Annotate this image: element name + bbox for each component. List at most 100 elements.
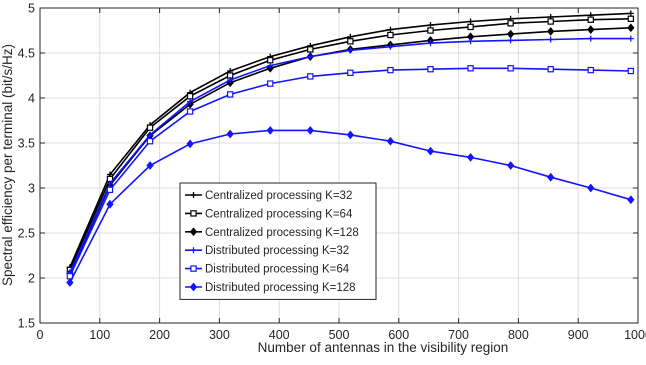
data-point bbox=[507, 37, 514, 44]
y-tick-label: 2 bbox=[28, 272, 35, 286]
data-point bbox=[427, 65, 434, 73]
x-tick-label: 200 bbox=[149, 328, 170, 342]
data-point bbox=[506, 161, 515, 170]
legend-marker bbox=[190, 247, 197, 254]
series-4 bbox=[66, 35, 634, 276]
data-point bbox=[226, 129, 234, 139]
legend-label: Distributed processing K=32 bbox=[205, 245, 349, 257]
y-tick-label: 5 bbox=[28, 2, 35, 16]
data-point bbox=[346, 130, 355, 140]
data-point bbox=[547, 27, 555, 36]
data-point bbox=[587, 16, 594, 23]
legend-entry: Distributed processing K=32 bbox=[185, 245, 349, 257]
legend-entry: Centralized processing K=64 bbox=[185, 208, 353, 220]
legend-label: Distributed processing K=64 bbox=[205, 264, 350, 276]
data-point bbox=[227, 77, 234, 83]
data-point bbox=[106, 180, 113, 187]
data-point bbox=[387, 26, 394, 33]
data-point bbox=[467, 18, 474, 25]
x-tick-label: 900 bbox=[568, 328, 589, 342]
data-point bbox=[507, 20, 514, 27]
legend-label: Centralized processing K=128 bbox=[205, 227, 359, 239]
y-tick-label: 4 bbox=[28, 92, 35, 106]
data-point bbox=[387, 66, 394, 74]
data-point bbox=[507, 65, 514, 72]
data-point bbox=[627, 23, 635, 33]
data-point bbox=[307, 73, 314, 80]
data-point bbox=[627, 35, 634, 42]
data-point bbox=[307, 46, 314, 53]
data-point bbox=[186, 92, 194, 100]
y-tick-label: 1.5 bbox=[18, 317, 35, 331]
series-5 bbox=[66, 65, 635, 280]
legend-box bbox=[179, 182, 377, 300]
data-point bbox=[587, 35, 594, 42]
legend-label: Centralized processing K=64 bbox=[205, 208, 353, 220]
data-point bbox=[547, 172, 555, 182]
data-point bbox=[147, 131, 154, 138]
data-point bbox=[267, 62, 274, 69]
legend-marker bbox=[190, 192, 197, 198]
x-tick-label: 800 bbox=[508, 328, 529, 342]
data-point bbox=[226, 91, 234, 98]
data-point bbox=[467, 38, 474, 45]
data-point bbox=[627, 195, 635, 205]
data-point bbox=[386, 136, 395, 146]
x-axis-label: Number of antennas in the visibility reg… bbox=[258, 340, 509, 355]
legend-entry: Distributed processing K=128 bbox=[185, 282, 356, 294]
data-point bbox=[347, 69, 354, 76]
data-point bbox=[466, 153, 475, 162]
data-point bbox=[427, 22, 434, 29]
legend-entry: Centralized processing K=128 bbox=[185, 227, 359, 239]
data-point bbox=[427, 27, 434, 34]
legend-entry: Centralized processing K=32 bbox=[185, 190, 352, 202]
data-point bbox=[146, 138, 154, 145]
data-point bbox=[267, 80, 274, 87]
series-6 bbox=[66, 126, 635, 287]
data-point bbox=[146, 161, 154, 170]
data-point bbox=[106, 199, 114, 209]
data-point bbox=[347, 47, 354, 54]
data-point bbox=[106, 186, 114, 193]
data-point bbox=[547, 18, 554, 25]
data-point bbox=[387, 43, 394, 50]
legend-label: Distributed processing K=128 bbox=[205, 282, 356, 294]
data-point bbox=[146, 124, 154, 131]
legend-marker bbox=[189, 282, 198, 292]
legend-marker bbox=[190, 265, 197, 272]
x-tick-label: 100 bbox=[89, 328, 110, 342]
data-point bbox=[627, 15, 635, 23]
data-point bbox=[266, 126, 274, 135]
y-axis-label: Spectral efficiency per terminal (bit/s/… bbox=[0, 44, 15, 286]
data-point bbox=[547, 65, 554, 73]
data-point bbox=[467, 65, 474, 72]
data-point bbox=[307, 53, 314, 60]
x-tick-label: 500 bbox=[329, 328, 350, 342]
data-point bbox=[547, 36, 554, 43]
data-point bbox=[627, 10, 634, 17]
data-point bbox=[306, 126, 314, 135]
data-point bbox=[267, 56, 274, 64]
data-point bbox=[66, 278, 74, 287]
y-tick-label: 2.5 bbox=[18, 227, 35, 241]
data-point bbox=[587, 183, 595, 193]
x-tick-label: 600 bbox=[388, 328, 409, 342]
data-point bbox=[426, 146, 435, 156]
data-point bbox=[427, 40, 434, 47]
data-point bbox=[467, 23, 474, 31]
data-point bbox=[387, 31, 394, 39]
y-tick-label: 4.5 bbox=[18, 47, 35, 61]
legend-label: Centralized processing K=32 bbox=[205, 190, 352, 202]
x-tick-label: 400 bbox=[269, 328, 290, 342]
y-tick-label: 3.5 bbox=[18, 137, 35, 151]
x-tick-label: 700 bbox=[448, 328, 469, 342]
legend-marker bbox=[190, 210, 197, 217]
data-point bbox=[186, 139, 194, 149]
x-tick-label: 300 bbox=[209, 328, 230, 342]
x-tick-label: 0 bbox=[37, 328, 44, 342]
legend-marker bbox=[189, 227, 198, 237]
series-2 bbox=[66, 15, 635, 274]
legend-entry: Distributed processing K=64 bbox=[185, 264, 350, 276]
